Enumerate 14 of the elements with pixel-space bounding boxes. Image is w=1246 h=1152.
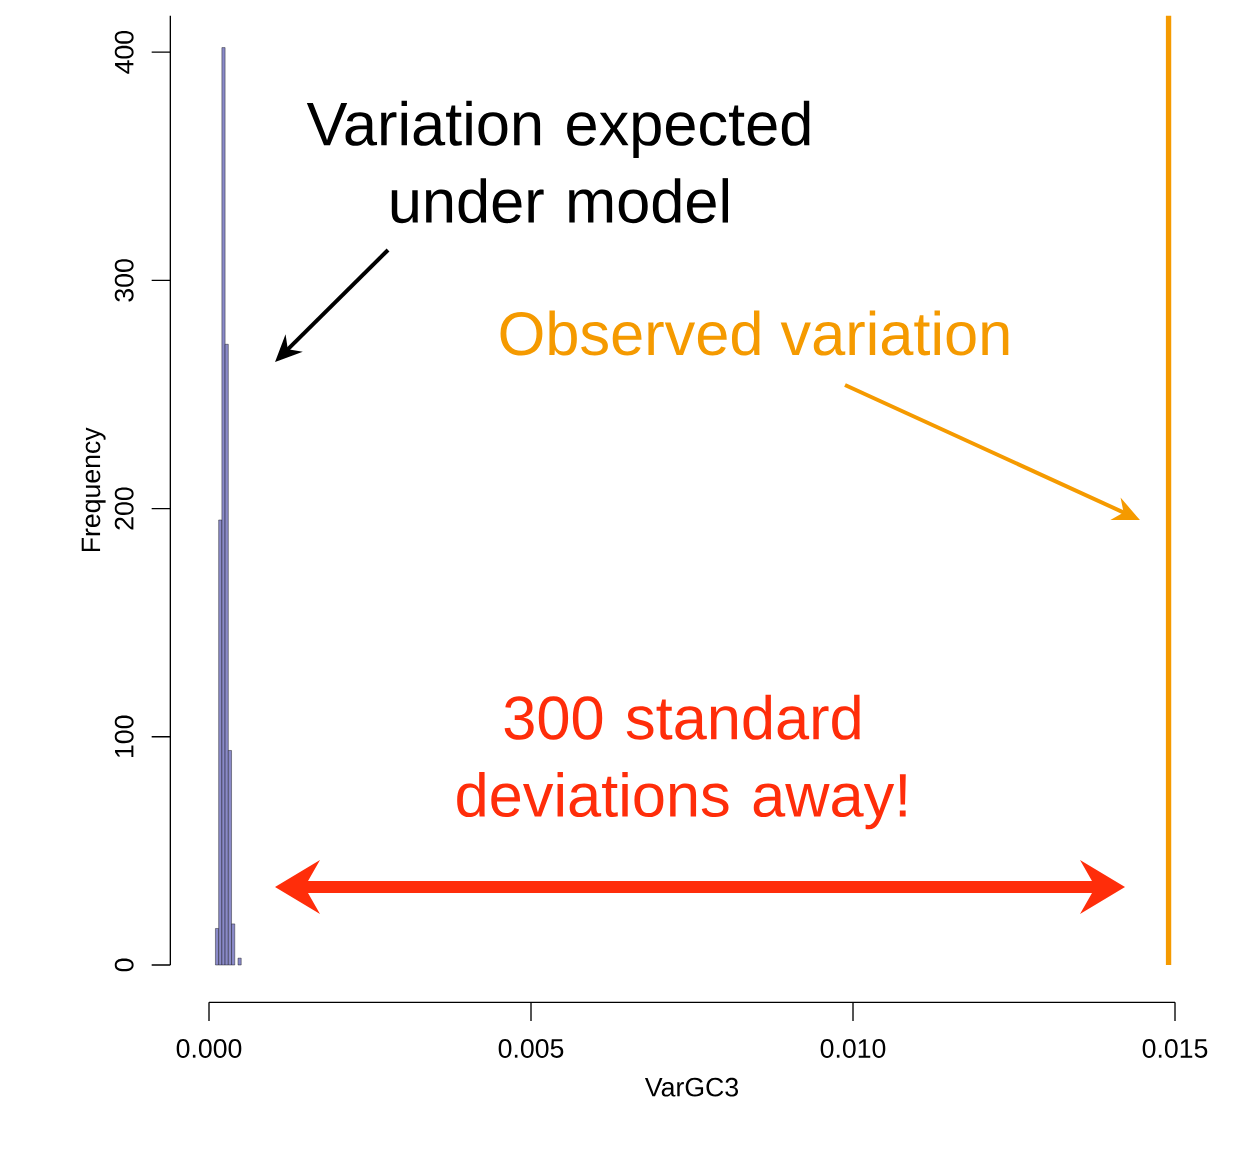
y-tick-label: 200 <box>114 487 134 530</box>
ref-line-label: Observed variation <box>500 310 1009 356</box>
x-tick-label: 0.010 <box>820 1039 886 1058</box>
y-tick-label: 300 <box>114 259 134 302</box>
y-tick-label: 0 <box>114 958 134 972</box>
x-axis-title: VarGC3 <box>644 1077 738 1097</box>
annotation: Variation expected under model <box>306 100 810 224</box>
x-tick-label: 0.000 <box>176 1039 242 1058</box>
x-tick-label: 0.005 <box>498 1039 564 1058</box>
y-tick-label: 100 <box>114 715 134 757</box>
x-tick-label: 0.015 <box>1142 1039 1208 1058</box>
y-tick-label: 400 <box>114 30 134 74</box>
annotation: 300 standard deviations away! <box>457 694 906 830</box>
y-axis-title: Frequency <box>81 427 106 552</box>
